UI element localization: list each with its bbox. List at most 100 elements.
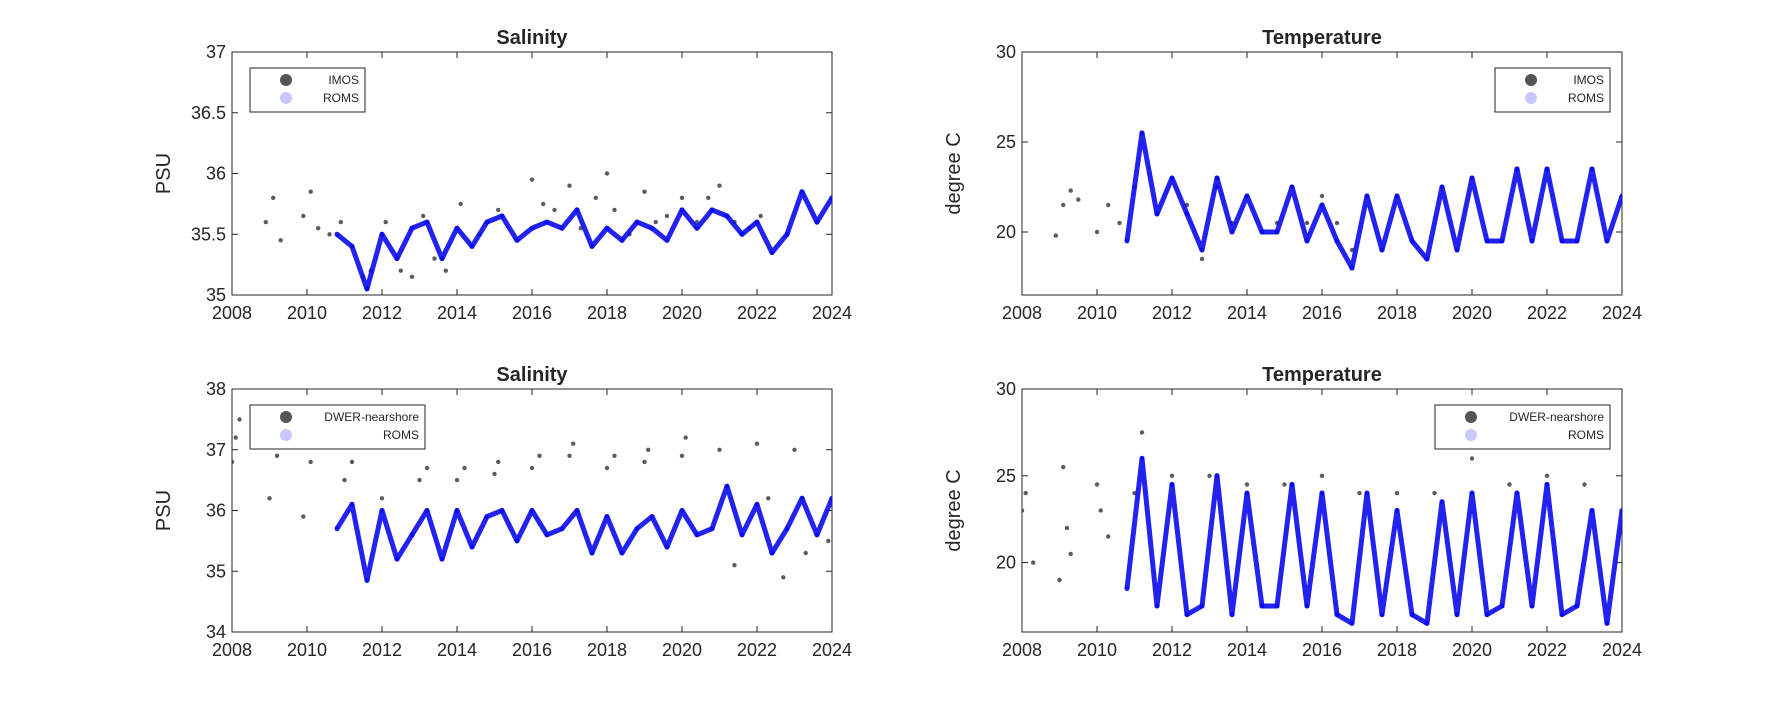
data-point [334,231,340,237]
x-tick-label: 2010 [1077,303,1117,323]
data-point [646,447,651,452]
data-point [1274,603,1280,609]
data-point [1349,620,1355,626]
data-point [529,465,535,471]
data-point [1184,612,1190,618]
data-point [792,447,797,452]
data-point [514,237,520,243]
data-point [1439,184,1445,190]
data-point [394,556,400,562]
legend-entry: ROMS [383,428,419,442]
y-tick-label: 38 [206,379,226,399]
data-point [664,213,670,219]
data-point [308,459,313,465]
data-point [754,441,760,446]
y-tick-label: 20 [996,553,1016,573]
data-point [1199,603,1205,609]
x-tick-label: 2024 [1602,640,1642,660]
data-point [496,207,501,213]
data-point [1076,197,1081,202]
x-tick-label: 2020 [1452,303,1492,323]
data-point [1106,534,1111,539]
series-layer [232,417,832,583]
data-point [724,483,730,489]
data-point [664,237,670,243]
data-point [271,195,276,200]
data-point [492,471,497,477]
data-point [1469,490,1475,496]
chart-title: Salinity [496,27,568,49]
data-point [709,526,715,532]
series-layer [1053,130,1622,271]
data-point [1514,166,1520,172]
data-point [409,532,415,538]
legend-marker [280,411,292,423]
data-point [1379,247,1385,253]
data-point [316,226,321,231]
data-point [1529,603,1535,609]
x-tick-label: 2014 [437,303,477,323]
y-axis-label: degree C [943,132,965,214]
data-point [379,231,385,237]
data-point [1274,229,1280,235]
chart-panel-4: Temperature degree C 2008 2010 2012 2014 2016 2… [943,364,1642,660]
data-point [537,453,542,458]
chart-title: Salinity [496,364,568,386]
data-point [1432,490,1437,496]
data-point [732,563,737,568]
legend-entry: IMOS [328,73,359,87]
data-point [1499,603,1505,609]
data-point [1394,508,1400,513]
y-tick-label: 30 [996,379,1016,399]
data-point [766,496,771,501]
data-point [552,207,557,213]
y-axis-label: degree C [943,469,965,551]
data-point [679,453,685,458]
data-point [301,213,306,219]
data-point [769,550,775,556]
data-point [1289,184,1295,190]
legend-box [249,404,426,450]
data-point [754,501,760,507]
data-point [1259,229,1265,235]
data-point [717,183,722,188]
data-point [814,532,820,538]
data-point [1484,238,1490,244]
x-tick-label: 2024 [812,303,852,323]
data-point [1319,473,1325,478]
data-point [469,544,475,550]
data-point [1124,238,1130,244]
data-point [327,232,332,237]
data-point [454,225,460,231]
x-tick-label: 2012 [1152,640,1192,660]
data-point [1064,525,1070,531]
legend-marker [1465,411,1477,423]
data-point [1184,211,1190,217]
data-point [1424,620,1430,626]
data-point [1409,238,1415,244]
data-point [1469,456,1475,461]
data-point [349,243,355,249]
legend-entry: DWER-nearshore [324,410,419,424]
data-point [278,238,283,243]
legend-marker [1525,92,1537,104]
legend: IMOS ROMS [249,67,366,113]
data-point [567,183,572,188]
data-point [642,189,647,194]
x-tick-label: 2016 [1302,303,1342,323]
data-point [1439,499,1445,505]
y-tick-label: 35 [206,561,226,581]
y-tick-label: 37 [206,440,226,460]
data-point [559,225,565,231]
data-point [417,477,422,483]
legend-box [1434,404,1611,450]
data-point [1574,603,1580,609]
data-point [706,195,711,200]
x-tick-label: 2012 [362,303,402,323]
series-layer [263,171,832,292]
data-point [1214,473,1220,479]
data-point [1068,551,1073,557]
data-point [383,219,388,225]
data-point [379,496,385,501]
legend: DWER-nearshore ROMS [249,404,426,450]
